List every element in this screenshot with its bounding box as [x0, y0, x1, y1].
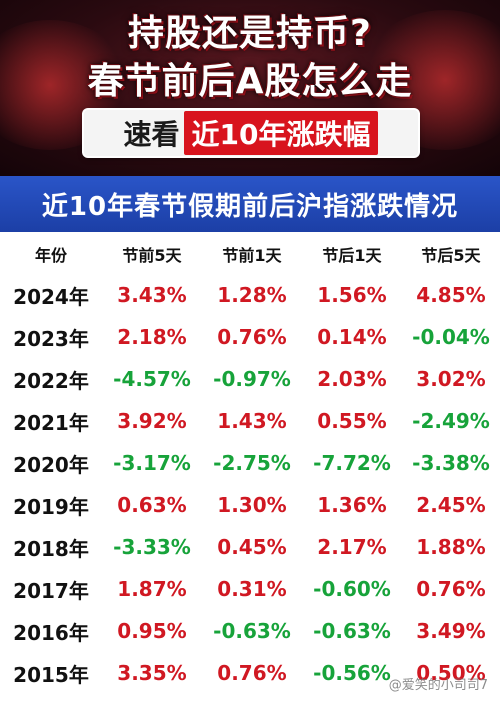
value-cell: -0.04%: [412, 325, 490, 349]
value-cell: 0.31%: [217, 577, 287, 601]
table-row: 2022年 -4.57% -0.97% 2.03% 3.02%: [0, 358, 500, 400]
table-title: 近10年春节假期前后沪指涨跌情况: [0, 176, 500, 232]
year-cell: 2018年: [13, 536, 89, 561]
value-cell: -2.75%: [213, 451, 291, 475]
subtitle-box: 速看 近10年涨跌幅: [84, 110, 418, 156]
year-cell: 2016年: [13, 620, 89, 645]
value-cell: 4.85%: [416, 283, 486, 307]
value-cell: 0.76%: [217, 661, 287, 685]
table-row: 2021年 3.92% 1.43% 0.55% -2.49%: [0, 400, 500, 442]
value-cell: 3.92%: [117, 409, 187, 433]
value-cell: 3.43%: [117, 283, 187, 307]
value-cell: 0.55%: [317, 409, 387, 433]
value-cell: -3.17%: [113, 451, 191, 475]
year-cell: 2020年: [13, 452, 89, 477]
header-pre5: 节前5天: [122, 246, 182, 265]
year-cell: 2015年: [13, 662, 89, 687]
year-cell: 2017年: [13, 578, 89, 603]
value-cell: 1.88%: [416, 535, 486, 559]
value-cell: 3.35%: [117, 661, 187, 685]
table-row: 2019年 0.63% 1.30% 1.36% 2.45%: [0, 484, 500, 526]
table-row: 2015年 3.35% 0.76% -0.56% 0.50%: [0, 652, 500, 694]
value-cell: -0.60%: [313, 577, 391, 601]
value-cell: 1.30%: [217, 493, 287, 517]
returns-table: 年份 节前5天 节前1天 节后1天 节后5天 2024年 3.43% 1.28% 1.…: [0, 234, 500, 694]
value-cell: -3.33%: [113, 535, 191, 559]
value-cell: -0.63%: [213, 619, 291, 643]
table-row: 2018年 -3.33% 0.45% 2.17% 1.88%: [0, 526, 500, 568]
value-cell: 1.87%: [117, 577, 187, 601]
value-cell: 3.02%: [416, 367, 486, 391]
value-cell: -7.72%: [313, 451, 391, 475]
value-cell: 2.17%: [317, 535, 387, 559]
value-cell: -0.97%: [213, 367, 291, 391]
table-row: 2017年 1.87% 0.31% -0.60% 0.76%: [0, 568, 500, 610]
year-cell: 2021年: [13, 410, 89, 435]
value-cell: -0.63%: [313, 619, 391, 643]
value-cell: 0.45%: [217, 535, 287, 559]
value-cell: 1.28%: [217, 283, 287, 307]
title-banner: 持股还是持币? 春节前后A股怎么走 速看 近10年涨跌幅: [0, 0, 500, 176]
table-row: 2024年 3.43% 1.28% 1.56% 4.85%: [0, 274, 500, 316]
value-cell: -4.57%: [113, 367, 191, 391]
subtitle-prefix: 速看: [123, 118, 180, 151]
value-cell: -0.56%: [313, 661, 391, 685]
table-header-row: 年份 节前5天 节前1天 节后1天 节后5天: [0, 234, 500, 274]
value-cell: 1.36%: [317, 493, 387, 517]
value-cell: -3.38%: [412, 451, 490, 475]
year-cell: 2023年: [13, 326, 89, 351]
value-cell: 1.43%: [217, 409, 287, 433]
subtitle-highlight: 近10年涨跌幅: [183, 111, 379, 155]
value-cell: 0.50%: [416, 661, 486, 685]
value-cell: 0.76%: [416, 577, 486, 601]
value-cell: 0.14%: [317, 325, 387, 349]
year-cell: 2019年: [13, 494, 89, 519]
value-cell: 2.03%: [317, 367, 387, 391]
watermark: @爱笑的小司司7: [388, 678, 488, 693]
header-post5: 节后5天: [421, 246, 481, 265]
value-cell: 0.95%: [117, 619, 187, 643]
header-post1: 节后1天: [322, 246, 382, 265]
value-cell: 1.56%: [317, 283, 387, 307]
table-row: 2016年 0.95% -0.63% -0.63% 3.49%: [0, 610, 500, 652]
value-cell: 0.76%: [217, 325, 287, 349]
headline-line2: 春节前后A股怎么走: [87, 61, 413, 102]
header-pre1: 节前1天: [222, 246, 282, 265]
value-cell: 3.49%: [416, 619, 486, 643]
value-cell: -2.49%: [412, 409, 490, 433]
year-cell: 2022年: [13, 368, 89, 393]
table-row: 2020年 -3.17% -2.75% -7.72% -3.38%: [0, 442, 500, 484]
table-row: 2023年 2.18% 0.76% 0.14% -0.04%: [0, 316, 500, 358]
value-cell: 2.18%: [117, 325, 187, 349]
headline-line1: 持股还是持币?: [128, 13, 372, 54]
year-cell: 2024年: [13, 284, 89, 309]
value-cell: 2.45%: [416, 493, 486, 517]
value-cell: 0.63%: [117, 493, 187, 517]
header-year: 年份: [34, 246, 67, 265]
